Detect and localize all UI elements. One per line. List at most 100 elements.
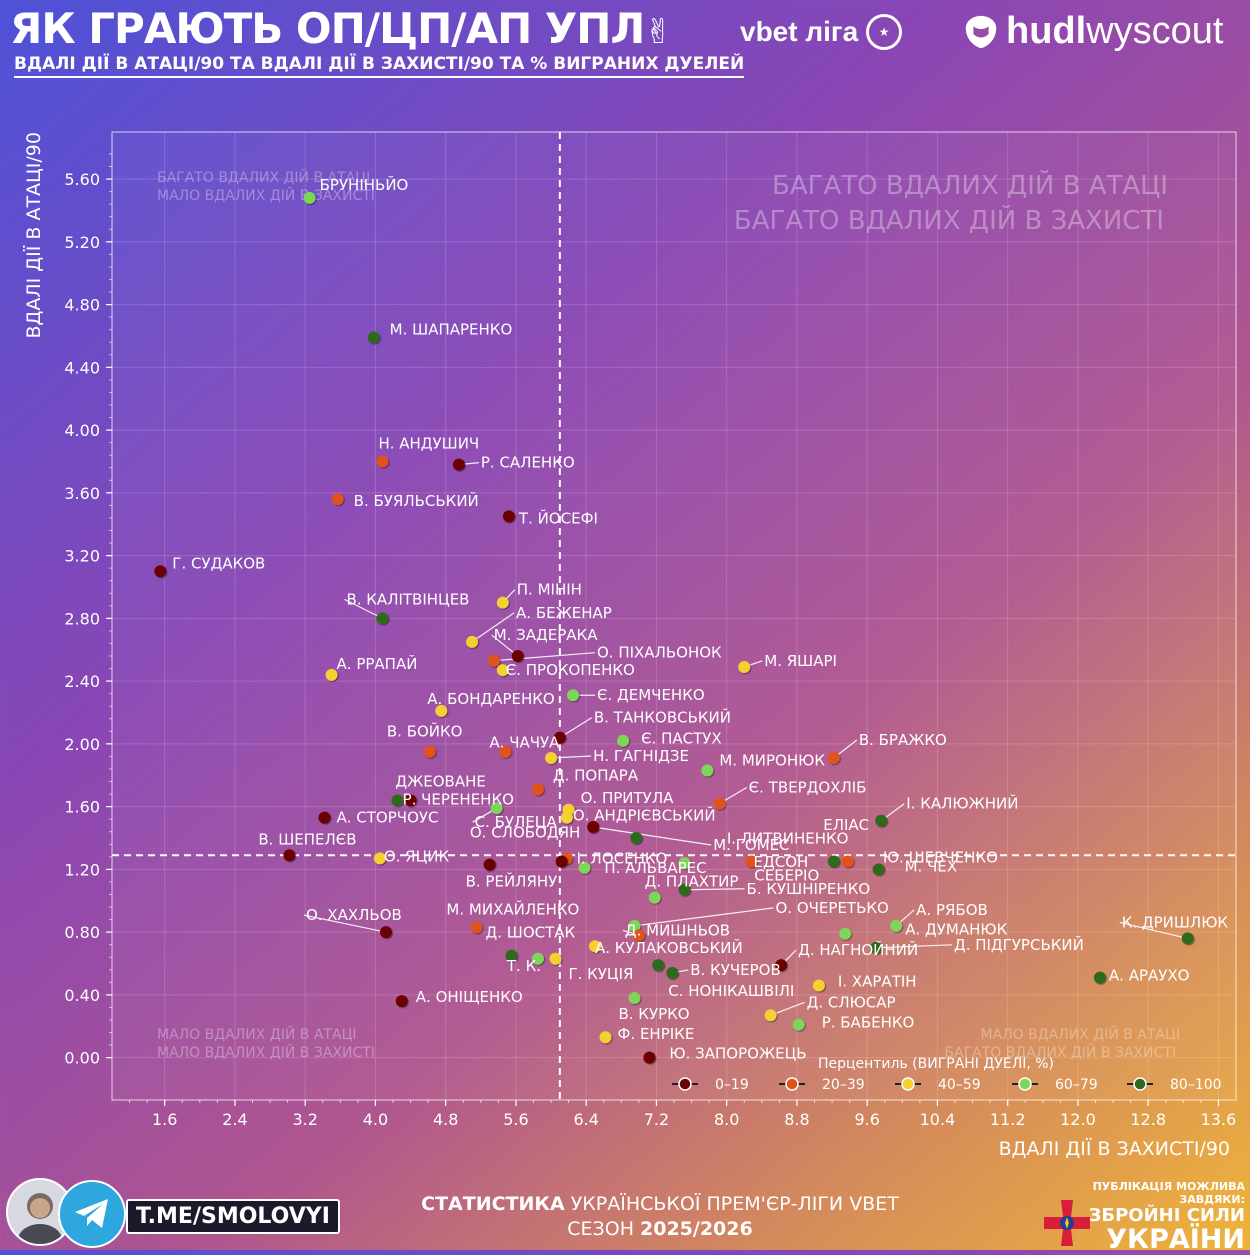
data-point[interactable]: [318, 811, 331, 824]
data-point[interactable]: [553, 731, 566, 744]
data-point[interactable]: [701, 764, 714, 777]
data-point[interactable]: [423, 745, 436, 758]
data-point[interactable]: [827, 855, 840, 868]
data-point[interactable]: [812, 979, 825, 992]
data-point[interactable]: [841, 855, 854, 868]
data-point[interactable]: [555, 855, 568, 868]
point-label: М. ЗАДЕРАКА: [494, 626, 599, 644]
data-points: [154, 191, 1194, 1064]
data-point[interactable]: [628, 992, 641, 1005]
data-point[interactable]: [483, 858, 496, 871]
data-point[interactable]: [379, 926, 392, 939]
legend-entry: 40–59: [938, 1077, 981, 1093]
data-point[interactable]: [452, 458, 465, 471]
data-point[interactable]: [303, 191, 316, 204]
data-point[interactable]: [578, 861, 591, 874]
legend-marker: [1018, 1077, 1032, 1091]
data-point[interactable]: [839, 927, 852, 940]
point-label: В. ШЕПЕЛЄВ: [258, 830, 356, 848]
data-point[interactable]: [283, 849, 296, 862]
leader-line: [551, 755, 592, 759]
data-point[interactable]: [154, 565, 167, 578]
data-point[interactable]: [587, 821, 600, 834]
point-label: Д. МИШНЬОВ: [625, 921, 730, 939]
data-point[interactable]: [588, 940, 601, 953]
data-point[interactable]: [648, 891, 661, 904]
point-label: ДЖЕОВАНЕ: [395, 772, 485, 790]
data-point[interactable]: [325, 668, 338, 681]
data-point[interactable]: [1181, 932, 1194, 945]
data-point[interactable]: [549, 952, 562, 965]
data-point[interactable]: [678, 857, 691, 870]
leader-line: [770, 1001, 805, 1016]
point-label: М. ЯШАРІ: [764, 652, 837, 670]
legend-entry: 20–39: [822, 1077, 865, 1093]
point-label: А. ЧАЧУА: [489, 734, 560, 752]
data-point[interactable]: [560, 811, 573, 824]
point-label: Д. ПІДГУРСЬКИЙ: [954, 935, 1084, 954]
data-point[interactable]: [496, 664, 509, 677]
y-tick-label: 4.40: [64, 358, 100, 377]
data-point[interactable]: [745, 855, 758, 868]
quadrant-label-bottom-left: МАЛО ВДАЛИХ ДІЙ В АТАЦІ: [157, 1025, 357, 1043]
data-point[interactable]: [827, 751, 840, 764]
point-label: Р. ЧЕРЕНЕНКО: [403, 790, 514, 808]
data-point[interactable]: [652, 959, 665, 972]
data-point[interactable]: [545, 751, 558, 764]
telegram-handle-link[interactable]: T.ME/SMOLOVYI: [126, 1199, 340, 1234]
y-axis-label: ВДАЛІ ДІЇ В АТАЦІ/90: [22, 132, 45, 339]
x-tick-label: 7.2: [644, 1110, 669, 1129]
data-point[interactable]: [890, 919, 903, 932]
title-text: ЯК ГРАЮТЬ ОП/ЦП/АП УПЛ: [10, 4, 645, 53]
data-point[interactable]: [331, 493, 344, 506]
data-point[interactable]: [666, 966, 679, 979]
data-point[interactable]: [531, 952, 544, 965]
data-point[interactable]: [511, 650, 524, 663]
data-point[interactable]: [617, 734, 630, 747]
brand-wyscout: wyscout: [1086, 10, 1224, 52]
data-point[interactable]: [496, 596, 509, 609]
data-point[interactable]: [632, 929, 645, 942]
data-point[interactable]: [373, 852, 386, 865]
data-point[interactable]: [391, 794, 404, 807]
data-point[interactable]: [869, 941, 882, 954]
y-tick-label: 4.80: [64, 296, 100, 315]
x-tick-label: 2.4: [222, 1110, 247, 1129]
data-point[interactable]: [628, 919, 641, 932]
data-point[interactable]: [435, 704, 448, 717]
data-point[interactable]: [499, 745, 512, 758]
data-point[interactable]: [487, 654, 500, 667]
data-point[interactable]: [395, 995, 408, 1008]
data-point[interactable]: [599, 1031, 612, 1044]
point-label: Є. ПАСТУХ: [641, 730, 722, 748]
data-point[interactable]: [875, 814, 888, 827]
data-point[interactable]: [738, 660, 751, 673]
axes: 1.6 2.4 3.2 4.0 4.8 5.6 6.4 7.2 8.0 8.8 9.6 10.4 11.…: [22, 132, 1236, 1160]
data-point[interactable]: [713, 797, 726, 810]
data-point[interactable]: [367, 331, 380, 344]
data-point[interactable]: [775, 959, 788, 972]
data-point[interactable]: [376, 455, 389, 468]
data-point[interactable]: [490, 802, 503, 815]
data-point[interactable]: [643, 1051, 656, 1064]
data-point[interactable]: [567, 689, 580, 702]
data-point[interactable]: [630, 831, 643, 844]
telegram-icon[interactable]: [58, 1180, 126, 1248]
data-point[interactable]: [872, 863, 885, 876]
data-point[interactable]: [792, 1018, 805, 1031]
data-point[interactable]: [531, 783, 544, 796]
point-label: О. ПІХАЛЬОНОК: [597, 644, 722, 662]
data-point[interactable]: [376, 612, 389, 625]
data-point[interactable]: [764, 1009, 777, 1022]
x-tick-label: 12.8: [1130, 1110, 1166, 1129]
data-point[interactable]: [502, 510, 515, 523]
data-point[interactable]: [678, 883, 691, 896]
y-tick-label: 4.00: [64, 421, 100, 440]
data-point[interactable]: [404, 794, 417, 807]
data-point[interactable]: [466, 635, 479, 648]
point-label: Є. ТВЕРДОХЛІБ: [749, 778, 867, 796]
data-point[interactable]: [505, 949, 518, 962]
data-point[interactable]: [470, 921, 483, 934]
data-point[interactable]: [1093, 971, 1106, 984]
x-tick-label: 13.6: [1201, 1110, 1237, 1129]
